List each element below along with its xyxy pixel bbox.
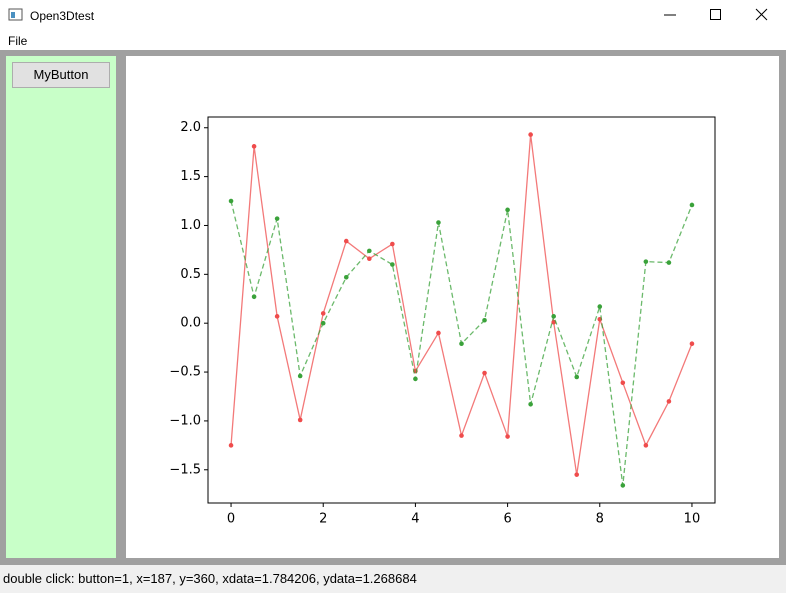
data-point <box>297 417 303 423</box>
data-point <box>643 443 649 448</box>
x-tick-label: 8 <box>596 512 604 527</box>
x-tick-label: 6 <box>503 512 511 527</box>
data-point <box>505 207 510 213</box>
data-point <box>459 433 464 438</box>
data-point <box>367 256 372 261</box>
data-point <box>320 320 326 326</box>
data-point <box>274 314 280 319</box>
data-point <box>274 216 280 221</box>
data-point <box>620 380 626 386</box>
data-point <box>551 314 556 319</box>
data-point <box>390 262 395 267</box>
axes-frame <box>207 116 716 504</box>
data-point <box>666 399 672 404</box>
data-point <box>482 317 487 323</box>
y-tick-label: 2.0 <box>180 120 201 135</box>
data-point <box>436 330 441 336</box>
data-point <box>297 373 303 379</box>
data-point <box>597 304 603 309</box>
data-point <box>228 443 234 448</box>
data-point <box>413 376 418 382</box>
data-point <box>390 241 395 247</box>
x-tick-label: 0 <box>227 512 235 527</box>
data-point <box>505 434 510 439</box>
x-tick-label: 10 <box>684 512 701 527</box>
my-button[interactable]: MyButton <box>12 62 110 88</box>
data-point <box>343 274 349 280</box>
menu-bar: File <box>0 30 786 50</box>
status-bar: double click: button=1, x=187, y=360, xd… <box>0 565 786 593</box>
data-point <box>459 341 464 347</box>
data-point <box>620 483 626 488</box>
y-tick-label: 0.0 <box>180 316 201 331</box>
data-point <box>436 220 441 225</box>
series-line <box>230 134 693 475</box>
y-tick-label: 0.5 <box>180 267 201 282</box>
close-button[interactable] <box>755 8 768 21</box>
y-tick-label: −1.5 <box>169 462 201 477</box>
data-point <box>482 370 487 376</box>
window-title: Open3Dtest <box>30 9 95 23</box>
plot-area: −1.5 −1.0 −0.5 0.0 0.5 1.0 1.5 2.0 0 2 4 6 8 10 <box>126 56 779 558</box>
data-point <box>528 132 533 137</box>
data-point <box>367 248 372 254</box>
data-point <box>343 238 349 244</box>
title-bar: Open3Dtest <box>0 0 786 30</box>
data-point <box>666 260 672 265</box>
data-point <box>320 311 326 316</box>
data-point <box>528 402 533 407</box>
status-text: double click: button=1, x=187, y=360, xd… <box>3 571 417 586</box>
app-icon-detail <box>11 12 15 18</box>
title-bar-icons <box>8 8 768 21</box>
data-point <box>228 198 234 204</box>
data-point <box>643 259 649 264</box>
x-tick-label: 4 <box>411 512 419 527</box>
data-point <box>574 374 580 380</box>
side-panel: MyButton <box>6 56 116 558</box>
y-tick-label: −0.5 <box>169 365 201 380</box>
frame: MyButton −1.5 −1.0 −0.5 0.0 0.5 1.0 1.5 2.0 0 2 4 6… <box>0 50 786 565</box>
y-tick-label: −1.0 <box>169 413 201 428</box>
data-point <box>574 472 580 477</box>
data-point <box>251 294 257 300</box>
chart: −1.5 −1.0 −0.5 0.0 0.5 1.0 1.5 2.0 0 2 4 6 8 10 <box>169 116 716 527</box>
data-point <box>251 144 257 149</box>
app-icon <box>8 8 23 21</box>
y-tick-label: 1.5 <box>180 169 201 184</box>
data-point <box>689 341 695 347</box>
maximize-button[interactable] <box>710 9 721 20</box>
menu-item[interactable]: File <box>8 34 28 48</box>
data-point <box>689 202 695 208</box>
y-tick-label: 1.0 <box>180 218 201 233</box>
x-tick-label: 2 <box>319 512 327 527</box>
